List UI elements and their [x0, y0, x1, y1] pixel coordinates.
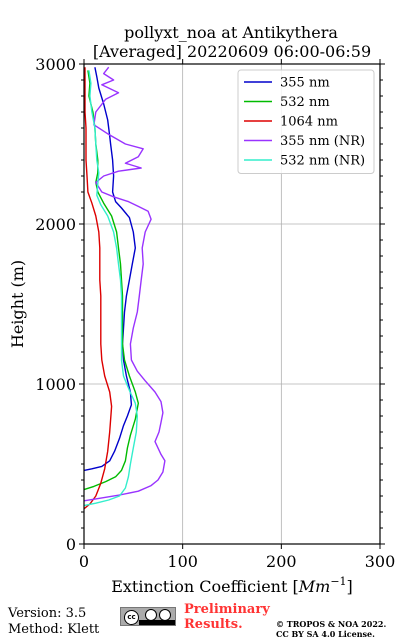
- preliminary-notice: Preliminary Results.: [184, 602, 270, 632]
- y-tick-label: 3000: [35, 55, 76, 74]
- legend-label: 355 nm (NR): [280, 134, 365, 149]
- legend-box: [237, 69, 375, 174]
- copyright-line-2: CC BY SA 4.0 License.: [276, 629, 375, 639]
- x-axis-label: Extinction Coefficient [Mm−1]: [111, 575, 353, 596]
- extinction-chart: pollyxt_noa at Antikythera [Averaged] 20…: [8, 23, 395, 596]
- y-tick-label: 1000: [35, 375, 76, 394]
- legend: 355 nm 532 nm 1064 nm 355 nm (NR) 532 nm (NR…: [237, 69, 375, 174]
- preliminary-line-1: Preliminary: [184, 602, 270, 617]
- copyright-notice: © TROPOS & NOA 2022. CC BY SA 4.0 Licens…: [276, 619, 386, 639]
- x-tick-label: 200: [266, 552, 297, 571]
- version-info: Version: 3.5 Method: Klett: [8, 606, 99, 638]
- method-text: Method: Klett: [8, 622, 100, 637]
- series-line-3: [83, 67, 113, 510]
- cc-icon: cc: [124, 610, 139, 625]
- x-tick-label: 300: [365, 552, 396, 571]
- series-lines: [83, 66, 166, 510]
- series-line-5: [83, 70, 138, 507]
- y-axis-label: Height (m): [8, 260, 27, 348]
- series-line-2: [83, 70, 139, 491]
- series-line-4: [83, 66, 166, 502]
- legend-label: 532 nm: [280, 95, 330, 110]
- y-tick-label: 0: [66, 535, 76, 554]
- x-tick-label: 0: [79, 552, 89, 571]
- preliminary-line-2: Results.: [184, 617, 243, 632]
- legend-label: 355 nm: [280, 76, 330, 91]
- cc-license-badge: cc: [120, 607, 176, 626]
- x-tick-label: 100: [167, 552, 198, 571]
- license-bar: [139, 620, 175, 625]
- y-tick-label: 2000: [35, 215, 76, 234]
- copyright-line-1: © TROPOS & NOA 2022.: [276, 619, 387, 629]
- version-text: Version: 3.5: [8, 606, 87, 621]
- legend-label: 1064 nm: [280, 115, 338, 130]
- legend-label: 532 nm (NR): [280, 154, 365, 169]
- series-line-1: [83, 67, 136, 472]
- chart-title-line-2: [Averaged] 20220609 06:00-06:59: [93, 42, 371, 61]
- chart-title-line-1: pollyxt_noa at Antikythera: [124, 23, 338, 42]
